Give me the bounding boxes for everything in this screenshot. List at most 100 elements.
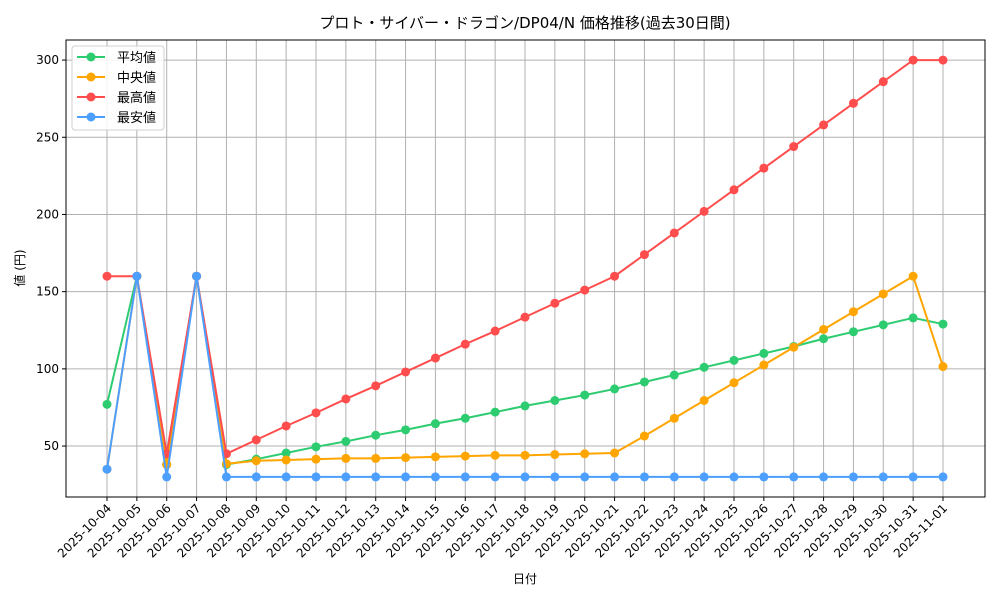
data-point bbox=[789, 472, 799, 482]
data-point bbox=[819, 472, 829, 482]
data-point bbox=[341, 472, 351, 482]
data-point bbox=[878, 289, 888, 299]
legend-item: 最高値 bbox=[77, 90, 156, 106]
data-point bbox=[848, 98, 858, 108]
legend-item: 最安値 bbox=[77, 110, 156, 126]
data-point bbox=[908, 313, 918, 323]
data-point bbox=[490, 450, 500, 460]
y-tick-label: 250 bbox=[36, 130, 59, 144]
data-point bbox=[669, 370, 679, 380]
data-point bbox=[281, 455, 291, 465]
data-point bbox=[669, 413, 679, 423]
data-point bbox=[341, 453, 351, 463]
data-point bbox=[938, 472, 948, 482]
legend-box bbox=[71, 45, 165, 131]
data-point bbox=[878, 77, 888, 87]
data-point bbox=[908, 271, 918, 281]
data-point bbox=[819, 120, 829, 130]
data-point bbox=[311, 454, 321, 464]
data-point bbox=[639, 377, 649, 387]
data-point bbox=[789, 142, 799, 152]
data-point bbox=[878, 320, 888, 330]
data-point bbox=[699, 472, 709, 482]
data-point bbox=[938, 319, 948, 329]
data-point bbox=[699, 206, 709, 216]
data-point bbox=[371, 453, 381, 463]
data-point bbox=[460, 339, 470, 349]
legend-label: 中央値 bbox=[117, 70, 156, 86]
data-point bbox=[401, 453, 411, 463]
data-point bbox=[162, 472, 172, 482]
data-point bbox=[580, 472, 590, 482]
data-point bbox=[281, 421, 291, 431]
x-axis-label: 日付 bbox=[513, 572, 537, 586]
data-point bbox=[789, 342, 799, 352]
data-point bbox=[490, 326, 500, 336]
legend-item: 中央値 bbox=[77, 70, 156, 86]
legend-label: 平均値 bbox=[117, 50, 156, 66]
chart-title: プロト・サイバー・ドラゴン/DP04/N 価格推移(過去30日間) bbox=[319, 14, 730, 32]
y-tick-label: 300 bbox=[36, 53, 59, 67]
y-axis-label: 値 (円) bbox=[12, 249, 27, 286]
data-point bbox=[251, 472, 261, 482]
data-point bbox=[819, 324, 829, 334]
data-point bbox=[729, 355, 739, 365]
y-tick-label: 150 bbox=[36, 285, 59, 299]
data-point bbox=[251, 435, 261, 445]
data-point bbox=[848, 472, 858, 482]
y-axis-ticks: 50 100 150 200 250 300 bbox=[36, 53, 66, 453]
y-tick-label: 50 bbox=[44, 439, 59, 453]
data-point bbox=[580, 285, 590, 295]
data-point bbox=[639, 250, 649, 260]
data-point bbox=[848, 307, 858, 317]
data-point bbox=[221, 472, 231, 482]
data-point bbox=[490, 472, 500, 482]
data-point bbox=[699, 396, 709, 406]
data-point bbox=[401, 472, 411, 482]
data-point bbox=[401, 425, 411, 435]
data-point bbox=[699, 362, 709, 372]
data-point bbox=[460, 472, 470, 482]
data-point bbox=[102, 271, 112, 281]
data-point bbox=[251, 456, 261, 466]
data-point bbox=[550, 396, 560, 406]
data-point bbox=[729, 185, 739, 195]
legend-item: 平均値 bbox=[77, 50, 156, 66]
data-point bbox=[311, 408, 321, 418]
data-point bbox=[669, 472, 679, 482]
data-point bbox=[908, 55, 918, 65]
data-point bbox=[729, 378, 739, 388]
data-point bbox=[938, 362, 948, 372]
data-point bbox=[819, 334, 829, 344]
x-axis-ticks: 2025-10-042025-10-052025-10-062025-10-07… bbox=[55, 497, 950, 560]
data-point bbox=[430, 353, 440, 363]
data-point bbox=[729, 472, 739, 482]
data-point bbox=[490, 407, 500, 417]
data-point bbox=[132, 271, 142, 281]
data-point bbox=[341, 436, 351, 446]
data-point bbox=[759, 360, 769, 370]
data-point bbox=[759, 163, 769, 173]
data-point bbox=[610, 271, 620, 281]
data-point bbox=[102, 464, 112, 474]
data-point bbox=[281, 448, 291, 458]
data-point bbox=[281, 472, 291, 482]
series-line bbox=[102, 271, 948, 482]
grid-lines bbox=[66, 40, 985, 497]
data-point bbox=[550, 298, 560, 308]
data-point bbox=[102, 399, 112, 409]
data-point bbox=[759, 472, 769, 482]
legend-label: 最高値 bbox=[117, 90, 156, 106]
data-point bbox=[520, 472, 530, 482]
data-point bbox=[371, 472, 381, 482]
data-point bbox=[520, 312, 530, 322]
data-point bbox=[371, 430, 381, 440]
data-point bbox=[639, 472, 649, 482]
data-point bbox=[550, 472, 560, 482]
data-point bbox=[430, 472, 440, 482]
data-point bbox=[580, 449, 590, 459]
y-tick-label: 100 bbox=[36, 362, 59, 376]
data-point bbox=[550, 450, 560, 460]
